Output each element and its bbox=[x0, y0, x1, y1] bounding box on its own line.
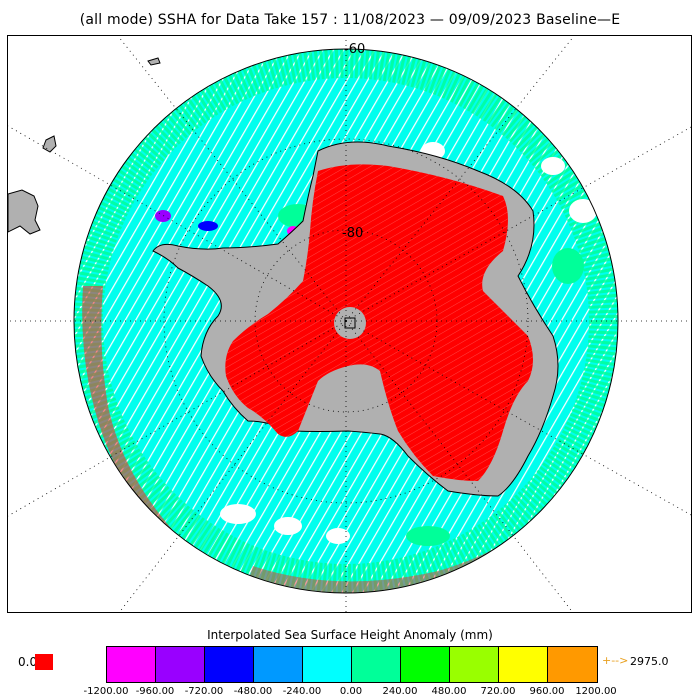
colorbar-tick-label: 960.00 bbox=[529, 686, 565, 697]
above-range-label: 2975.0 bbox=[630, 655, 669, 668]
below-range-label: 0.0 bbox=[18, 655, 38, 669]
red-edge-anomaly-band bbox=[82, 286, 188, 556]
falkland-islands bbox=[42, 135, 57, 153]
small-island bbox=[147, 57, 161, 66]
colorbar-segment bbox=[548, 647, 597, 682]
colorbar-ticks: -1200.00 -960.00 -720.00 -480.00 -240.00 0.00… bbox=[0, 686, 700, 700]
latitude-circle-60 bbox=[73, 48, 619, 594]
colorbar-tick-label: 480.00 bbox=[431, 686, 467, 697]
pole-hole bbox=[334, 307, 366, 339]
colorbar-segment bbox=[303, 647, 352, 682]
latitude-circle-70 bbox=[163, 138, 529, 504]
map-frame: -60 -80 bbox=[7, 35, 692, 613]
colorbar-segment bbox=[156, 647, 205, 682]
below-range-color-box bbox=[35, 654, 53, 670]
data-gap bbox=[569, 199, 597, 223]
legend-title: Interpolated Sea Surface Height Anomaly … bbox=[207, 628, 493, 642]
data-gap bbox=[326, 528, 350, 544]
colorbar-tick-label: 0.00 bbox=[339, 686, 363, 697]
lat-label-60: -60 bbox=[344, 42, 365, 57]
colorbar-tick-label: -240.00 bbox=[282, 686, 322, 697]
negative-anomaly-patch bbox=[155, 210, 171, 222]
polar-map: -60 -80 bbox=[8, 36, 691, 612]
above-range-arrow: +--> bbox=[602, 654, 629, 667]
colorbar-tick-label: -480.00 bbox=[233, 686, 273, 697]
colorbar bbox=[106, 646, 598, 683]
colorbar-tick-label: 1200.00 bbox=[575, 686, 617, 697]
colorbar-tick-label: 240.00 bbox=[382, 686, 418, 697]
colorbar-segment bbox=[254, 647, 303, 682]
data-gap bbox=[220, 504, 256, 524]
colorbar-tick-label: -960.00 bbox=[135, 686, 175, 697]
pole-marker bbox=[344, 317, 356, 329]
colorbar-segment bbox=[450, 647, 499, 682]
colorbar-tick-label: -720.00 bbox=[184, 686, 224, 697]
positive-anomaly-patch bbox=[552, 248, 584, 284]
colorbar-segment bbox=[352, 647, 401, 682]
negative-anomaly-patch bbox=[198, 221, 218, 231]
south-america-landmass bbox=[8, 189, 41, 235]
colorbar-segment bbox=[107, 647, 156, 682]
lat-label-80: -80 bbox=[342, 226, 363, 241]
data-gap bbox=[541, 157, 565, 175]
colorbar-tick-label: 720.00 bbox=[480, 686, 516, 697]
meridian-lines bbox=[8, 36, 691, 612]
ice-sheet-anomaly bbox=[225, 164, 534, 482]
positive-anomaly-patch bbox=[406, 526, 450, 546]
map-title: (all mode) SSHA for Data Take 157 : 11/0… bbox=[79, 12, 621, 28]
colorbar-segment bbox=[401, 647, 450, 682]
colorbar-segment bbox=[205, 647, 254, 682]
data-gap bbox=[274, 517, 302, 535]
colorbar-segment bbox=[499, 647, 548, 682]
colorbar-tick-label: -1200.00 bbox=[83, 686, 129, 697]
